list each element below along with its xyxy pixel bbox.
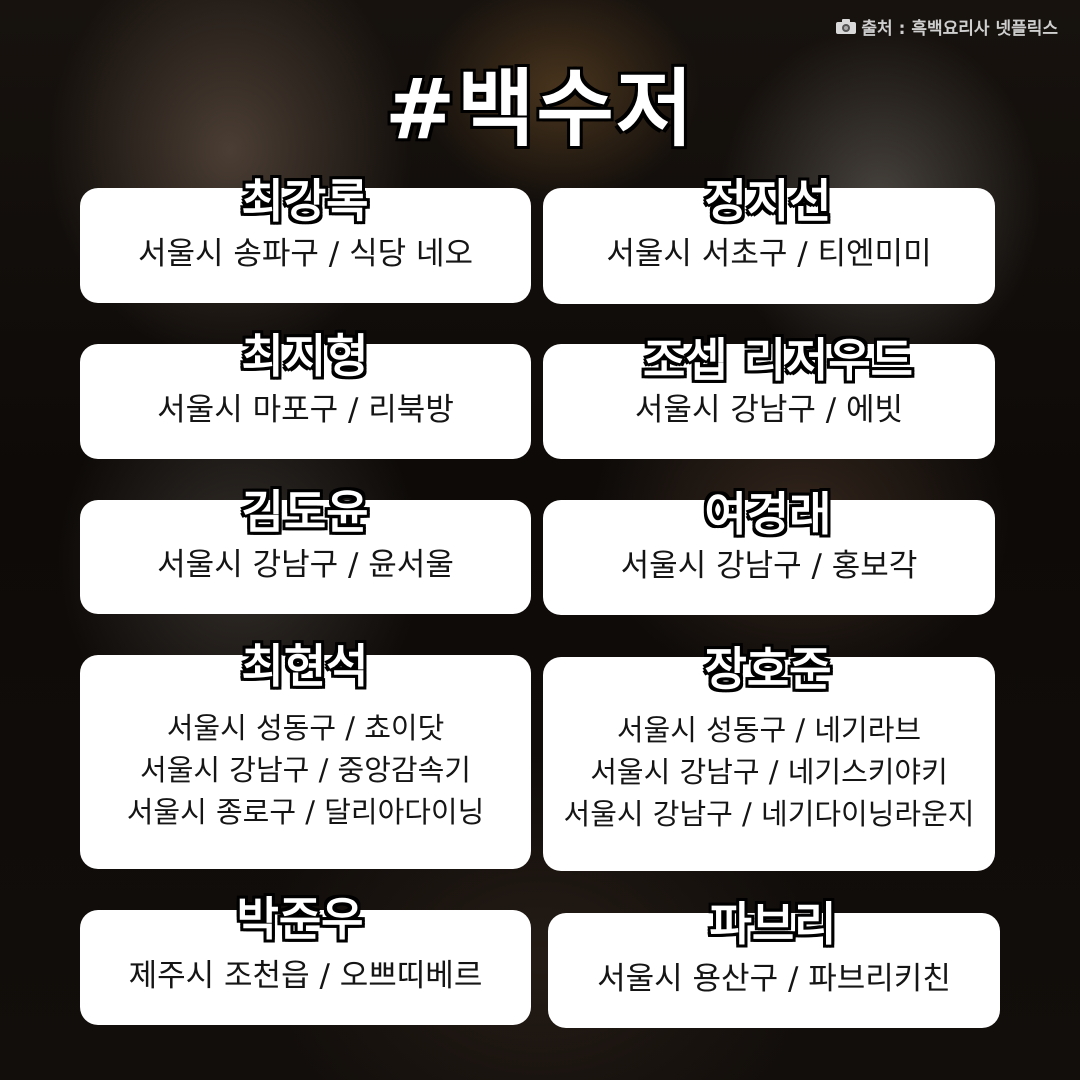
chef-card: 서울시 강남구 / 에빗: [543, 344, 995, 459]
chef-name: 장호준: [704, 642, 832, 696]
source-credit-text: 출처 : 흑백요리사 넷플릭스: [861, 19, 1058, 39]
chef-name: 여경래: [704, 487, 832, 541]
chef-card: 서울시 성동구 / 쵸이닷 서울시 강남구 / 중앙감속기 서울시 종로구 / …: [80, 655, 531, 869]
chef-card: 서울시 서초구 / 티엔미미: [543, 188, 995, 304]
chef-name: 정지선: [704, 174, 832, 228]
restaurant-info: 서울시 강남구 / 네기다이닝라운지: [563, 797, 975, 831]
chef-name: 파브리: [709, 897, 837, 951]
chef-name: 최지형: [241, 329, 369, 383]
restaurant-info: 서울시 강남구 / 홍보각: [620, 547, 918, 584]
restaurant-info: 서울시 성동구 / 네기라브: [616, 713, 922, 747]
restaurant-info: 서울시 성동구 / 쵸이닷: [166, 711, 445, 745]
chef-name: 최현석: [241, 639, 369, 693]
restaurant-info: 서울시 강남구 / 네기스키야키: [590, 755, 948, 789]
restaurant-info: 서울시 강남구 / 윤서울: [157, 547, 454, 583]
chef-name: 최강록: [241, 174, 369, 228]
chef-card: 제주시 조천읍 / 오쁘띠베르: [80, 910, 531, 1025]
restaurant-info: 서울시 서초구 / 티엔미미: [606, 236, 932, 272]
restaurant-info: 서울시 송파구 / 식당 네오: [137, 235, 474, 272]
page-title: #백수저: [384, 60, 696, 158]
camera-icon: [836, 19, 857, 34]
restaurant-info: 서울시 용산구 / 파브리키친: [597, 960, 951, 997]
chef-card: 서울시 성동구 / 네기라브 서울시 강남구 / 네기스키야키 서울시 강남구 …: [543, 657, 995, 871]
chef-card: 서울시 마포구 / 리북방: [80, 344, 531, 459]
restaurant-info: 서울시 종로구 / 달리아다이닝: [126, 795, 485, 829]
restaurant-info: 서울시 강남구 / 에빗: [634, 391, 904, 428]
restaurant-info: 서울시 강남구 / 중앙감속기: [140, 753, 471, 787]
chef-name: 김도윤: [241, 485, 369, 539]
chef-card: 서울시 강남구 / 홍보각: [543, 500, 995, 615]
chef-name: 박준우: [236, 892, 364, 946]
chef-card: 서울시 송파구 / 식당 네오: [80, 188, 531, 303]
chef-name: 조셉 리저우드: [643, 333, 913, 387]
source-credit: 출처 : 흑백요리사 넷플릭스: [836, 14, 1058, 39]
chef-card: 서울시 용산구 / 파브리키친: [548, 913, 1000, 1028]
restaurant-info: 서울시 마포구 / 리북방: [157, 391, 454, 428]
restaurant-info: 제주시 조천읍 / 오쁘띠베르: [128, 957, 483, 994]
chef-card: 서울시 강남구 / 윤서울: [80, 500, 531, 614]
